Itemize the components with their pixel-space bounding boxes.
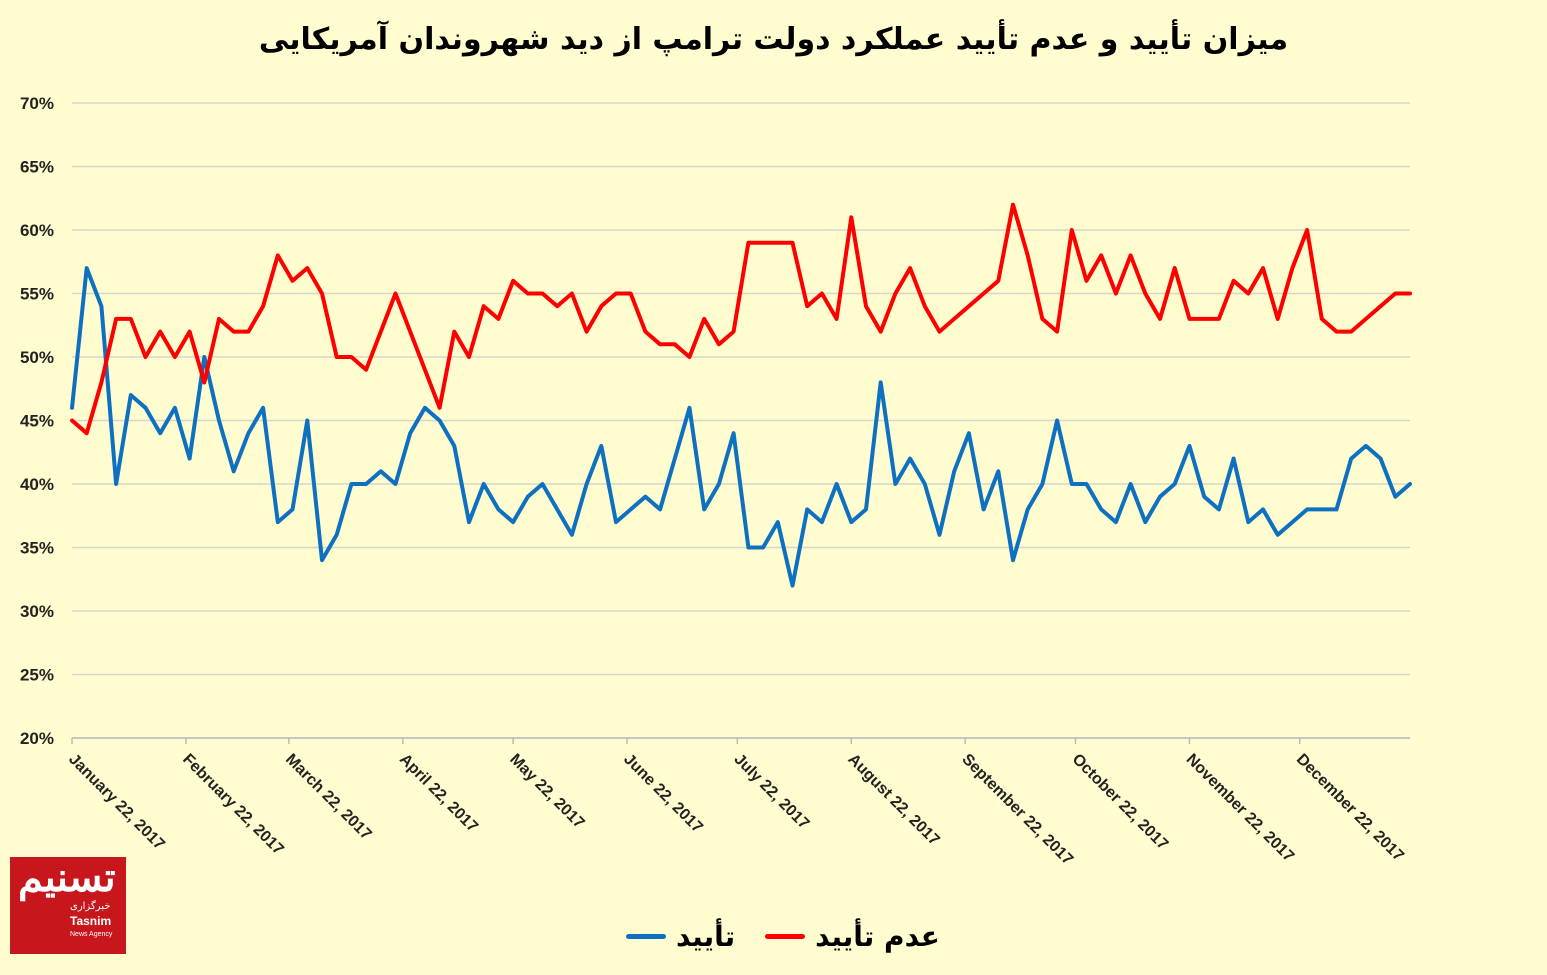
y-tick-label: 60% bbox=[20, 221, 54, 240]
y-tick-label: 25% bbox=[20, 666, 54, 685]
y-tick-label: 50% bbox=[20, 348, 54, 367]
y-tick-label: 70% bbox=[20, 94, 54, 113]
logo-en-text: Tasnim bbox=[70, 914, 112, 928]
y-tick-label: 20% bbox=[20, 729, 54, 748]
logo-fa-text: خبرگزاری bbox=[70, 901, 111, 912]
legend-swatch-approve bbox=[626, 934, 666, 939]
y-axis-ticks: 20% 25% 30% 35% 40% 45% 50% 55% 60% 65% 70% bbox=[20, 94, 54, 748]
x-tick-label: July 22, 2017 bbox=[730, 751, 812, 833]
x-tick-label: August 22, 2017 bbox=[844, 751, 942, 849]
gridlines bbox=[72, 102, 1410, 739]
x-tick-label: January 22, 2017 bbox=[65, 751, 168, 854]
x-tick-label: September 22, 2017 bbox=[958, 751, 1076, 869]
y-tick-label: 45% bbox=[20, 412, 54, 431]
legend: تأیید عدم تأیید bbox=[626, 920, 940, 953]
y-tick-label: 65% bbox=[20, 158, 54, 177]
x-tick-label: June 22, 2017 bbox=[620, 751, 706, 837]
logo-mark: تسنیم bbox=[18, 857, 116, 901]
x-tick-label: October 22, 2017 bbox=[1069, 751, 1172, 854]
tasnim-logo: تسنیم خبرگزاری Tasnim News Agency bbox=[10, 857, 126, 954]
x-tick-label: December 22, 2017 bbox=[1293, 751, 1407, 865]
y-tick-label: 55% bbox=[20, 285, 54, 304]
y-tick-label: 30% bbox=[20, 602, 54, 621]
x-tick-label: May 22, 2017 bbox=[506, 751, 587, 832]
y-tick-label: 35% bbox=[20, 539, 54, 558]
x-tick-label: February 22, 2017 bbox=[179, 751, 287, 859]
chart-title: میزان تأیید و عدم تأیید عملکرد دولت ترام… bbox=[258, 22, 1289, 57]
legend-swatch-disapprove bbox=[765, 934, 806, 939]
x-tick-label: November 22, 2017 bbox=[1183, 751, 1298, 866]
series-lines bbox=[70, 202, 1412, 588]
legend-label-disapprove: عدم تأیید bbox=[815, 920, 940, 953]
legend-label-approve: تأیید bbox=[676, 920, 736, 953]
approve-series-line bbox=[70, 266, 1412, 588]
disapprove-series-line bbox=[70, 202, 1412, 436]
x-tick-label: April 22, 2017 bbox=[396, 751, 481, 836]
y-tick-label: 40% bbox=[20, 475, 54, 494]
logo-sub-text: News Agency bbox=[70, 931, 113, 938]
x-tick-label: March 22, 2017 bbox=[282, 751, 375, 844]
